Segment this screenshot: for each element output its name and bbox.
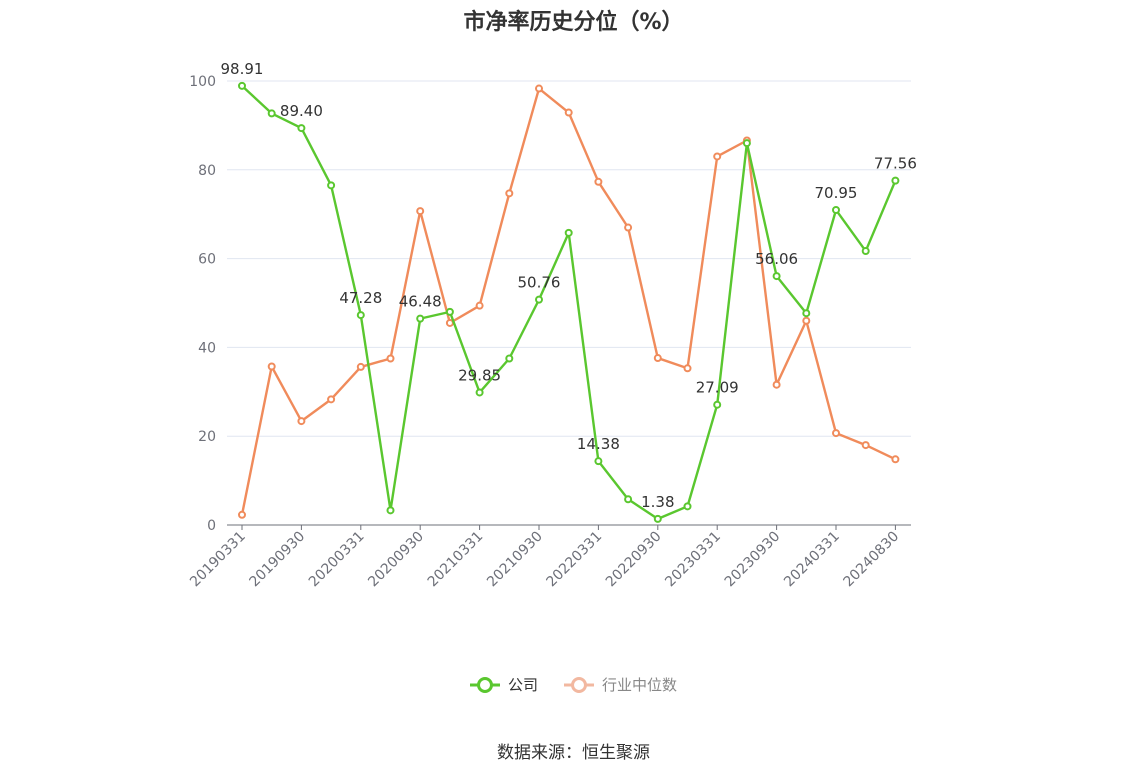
data-point-company[interactable]	[891, 176, 900, 185]
x-tick-label: 20190930	[247, 529, 309, 591]
data-point-industry[interactable]	[772, 380, 781, 389]
y-tick-label: 0	[207, 518, 216, 534]
data-point-industry[interactable]	[297, 417, 306, 426]
data-label: 98.91	[221, 60, 264, 78]
data-label: 50.76	[518, 274, 561, 292]
data-point-company[interactable]	[653, 514, 662, 523]
data-point-company[interactable]	[832, 205, 840, 214]
legend-industry-line-icon	[564, 676, 594, 693]
data-label: 47.28	[339, 289, 382, 307]
data-source: 数据来源：恒生聚源	[497, 743, 650, 763]
y-tick-label: 100	[189, 74, 216, 90]
data-point-company[interactable]	[713, 400, 722, 409]
data-point-industry[interactable]	[832, 429, 840, 438]
data-point-industry[interactable]	[475, 301, 484, 310]
chart-title: 市净率历史分位（%）	[463, 10, 684, 35]
data-point-company[interactable]	[445, 307, 454, 316]
data-point-company[interactable]	[505, 354, 514, 363]
data-point-company[interactable]	[683, 502, 692, 511]
legend-item-company[interactable]: 公司	[469, 674, 538, 695]
y-axis: 0 20 40 60 80 100	[189, 74, 216, 534]
legend: 公司 行业中位数	[0, 674, 1147, 695]
data-point-company[interactable]	[594, 457, 603, 466]
data-point-industry[interactable]	[356, 362, 365, 371]
data-label: 70.95	[815, 184, 858, 202]
data-point-industry[interactable]	[624, 223, 633, 232]
legend-industry-label: 行业中位数	[602, 676, 678, 694]
legend-company-line-icon	[469, 676, 500, 693]
x-tick-label: 20240331	[781, 529, 843, 591]
x-axis: 2019033120190930202003312020093020210331…	[187, 524, 911, 591]
data-label: 56.06	[755, 250, 798, 268]
x-tick-label: 20230930	[722, 529, 784, 591]
data-point-company[interactable]	[535, 295, 543, 304]
series	[238, 81, 900, 523]
data-point-company[interactable]	[327, 181, 336, 190]
data-label: 29.85	[458, 366, 501, 384]
y-tick-label: 80	[198, 163, 216, 179]
x-tick-label: 20200331	[306, 529, 368, 591]
data-point-industry[interactable]	[535, 84, 543, 93]
data-point-company[interactable]	[802, 309, 811, 318]
data-point-industry[interactable]	[891, 455, 900, 464]
data-point-industry[interactable]	[861, 441, 870, 450]
data-point-company[interactable]	[475, 388, 484, 397]
data-point-company[interactable]	[742, 139, 751, 148]
data-point-industry[interactable]	[683, 364, 692, 373]
data-point-industry[interactable]	[564, 108, 573, 117]
data-point-industry[interactable]	[386, 354, 395, 363]
data-label: 1.38	[641, 493, 674, 511]
data-point-industry[interactable]	[327, 395, 336, 404]
data-label: 77.56	[874, 155, 917, 173]
data-point-company[interactable]	[772, 272, 781, 281]
legend-company-label: 公司	[507, 676, 538, 694]
data-label: 46.48	[399, 293, 442, 311]
data-point-industry[interactable]	[594, 177, 603, 186]
data-point-company[interactable]	[564, 228, 573, 237]
x-tick-label: 20240830	[841, 529, 903, 591]
data-point-company[interactable]	[416, 314, 425, 323]
x-tick-label: 20200930	[365, 529, 427, 591]
data-label: 89.40	[280, 102, 323, 120]
y-tick-label: 60	[198, 252, 216, 268]
x-tick-label: 20220331	[544, 529, 606, 591]
legend-item-industry[interactable]: 行业中位数	[564, 674, 677, 695]
data-point-industry[interactable]	[238, 510, 246, 519]
x-tick-label: 20210331	[425, 529, 487, 591]
data-labels: 98.91 89.40 47.28 46.48 29.85 50.76 14.38 1.38 2…	[221, 60, 917, 511]
data-point-company[interactable]	[624, 495, 633, 504]
data-point-industry[interactable]	[505, 189, 514, 198]
y-tick-label: 40	[198, 340, 216, 356]
y-tick-label: 20	[198, 429, 216, 445]
data-point-industry[interactable]	[267, 362, 276, 371]
data-point-company[interactable]	[267, 109, 276, 118]
data-point-company[interactable]	[861, 247, 870, 256]
x-tick-label: 20220930	[603, 529, 665, 591]
x-tick-label: 20230331	[662, 529, 724, 591]
grid-lines	[227, 80, 911, 437]
data-point-industry[interactable]	[802, 316, 811, 325]
data-point-company[interactable]	[238, 81, 246, 90]
data-label: 14.38	[577, 435, 620, 453]
data-point-company[interactable]	[297, 124, 306, 133]
data-point-company[interactable]	[386, 506, 395, 515]
x-tick-label: 20190331	[187, 529, 249, 591]
data-point-industry[interactable]	[713, 152, 722, 161]
data-point-industry[interactable]	[416, 207, 425, 216]
data-label: 27.09	[696, 379, 739, 397]
data-point-industry[interactable]	[653, 354, 662, 363]
data-point-company[interactable]	[356, 311, 365, 320]
x-tick-label: 20210930	[484, 529, 546, 591]
